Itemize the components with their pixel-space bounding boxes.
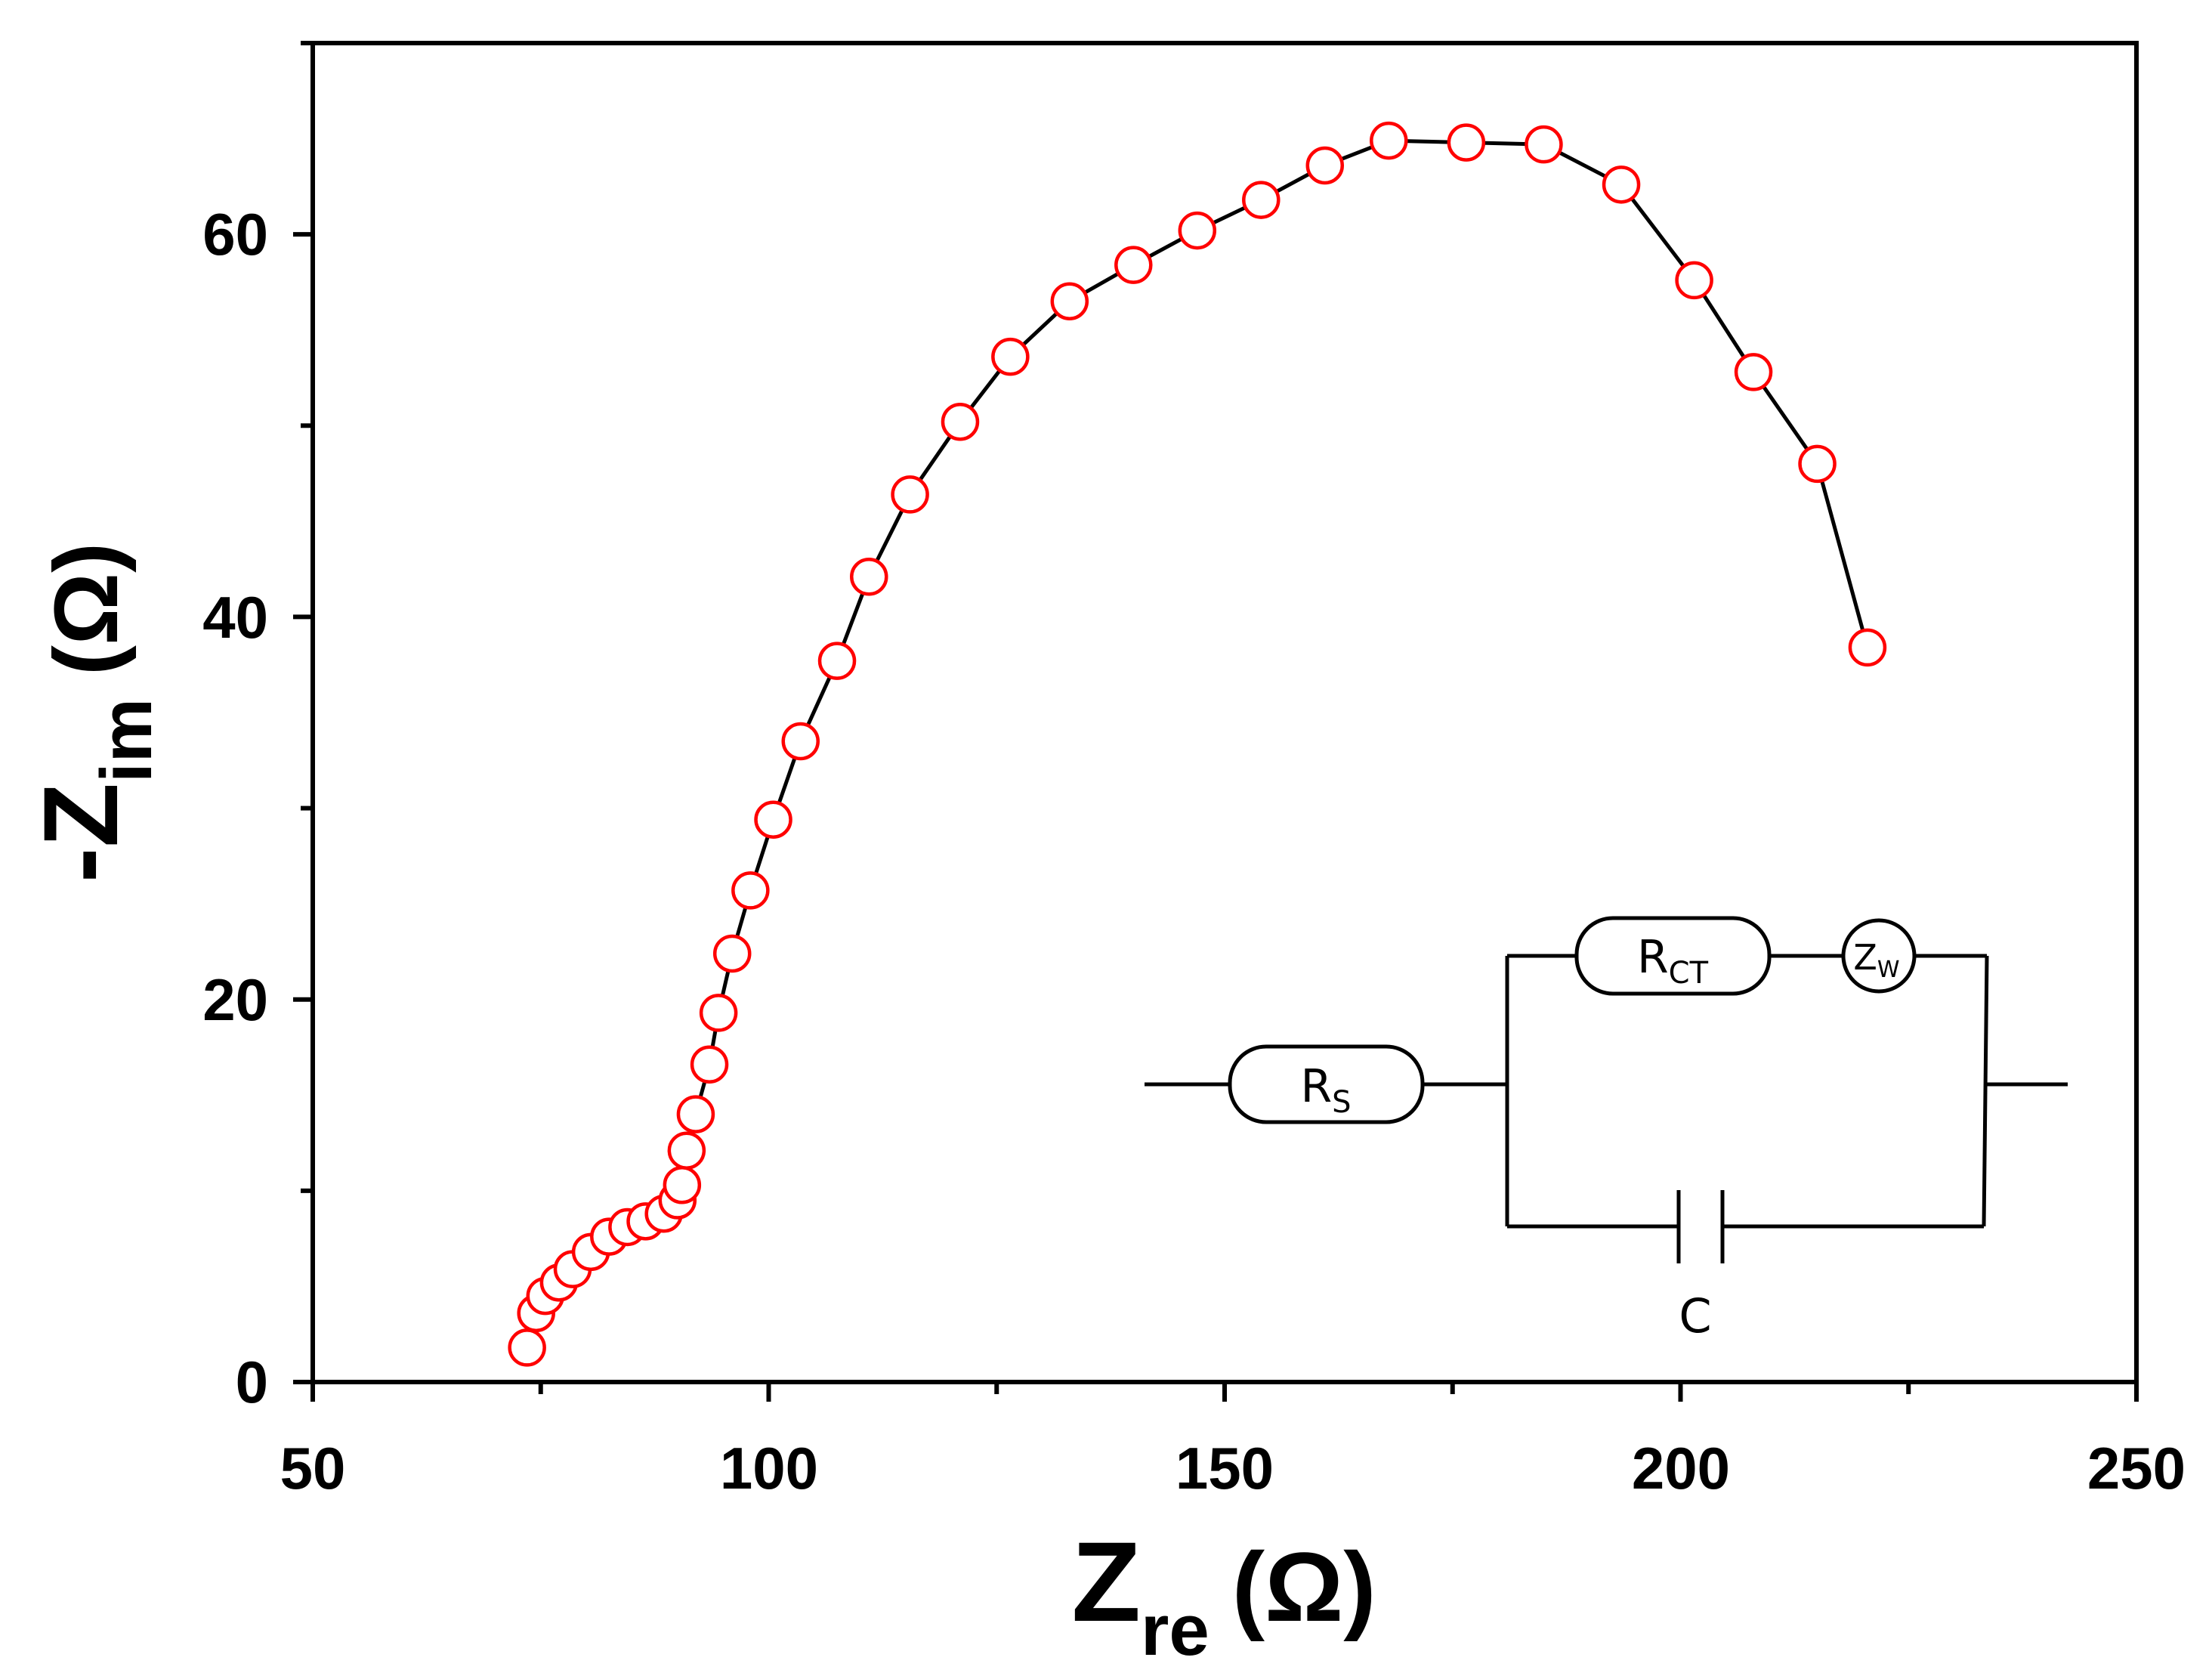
data-point xyxy=(1370,121,1408,160)
x-tick-label: 250 xyxy=(2087,1435,2186,1501)
rs-label-sub: S xyxy=(1332,1085,1351,1120)
rs-label: RS xyxy=(1300,1060,1351,1120)
data-point xyxy=(1848,628,1887,667)
rs-label-main: R xyxy=(1300,1060,1332,1113)
x-axis-title-main: Z xyxy=(1071,1518,1141,1645)
zw-label: ZW xyxy=(1853,937,1899,983)
equivalent-circuit-inset xyxy=(1145,916,2068,1263)
x-tick-label: 200 xyxy=(1632,1435,1730,1501)
data-point xyxy=(1525,125,1563,164)
data-point xyxy=(817,642,857,680)
x-axis-ticks xyxy=(310,1382,2139,1402)
y-axis-ticks xyxy=(293,41,313,1384)
y-tick-label: 0 xyxy=(236,1349,268,1415)
data-point xyxy=(754,800,792,840)
y-axis-tick-labels: 0 20 40 60 xyxy=(202,201,268,1415)
data-point xyxy=(1050,282,1089,320)
rct-label-main: R xyxy=(1637,931,1669,984)
data-point xyxy=(1675,261,1713,300)
x-tick-label: 100 xyxy=(720,1435,818,1501)
data-point xyxy=(699,994,738,1032)
rct-label-sub: CT xyxy=(1669,956,1709,991)
data-point xyxy=(712,934,752,973)
data-point xyxy=(667,1131,706,1170)
data-point xyxy=(781,722,820,761)
x-axis-tick-labels: 50 100 150 200 250 xyxy=(280,1435,2186,1501)
x-axis-title: Zre (Ω) xyxy=(1071,1518,1376,1671)
data-point xyxy=(991,337,1030,376)
y-axis-title-sub: im xyxy=(86,698,167,783)
data-point xyxy=(731,871,770,910)
data-point xyxy=(1734,353,1773,391)
data-point xyxy=(690,1045,729,1084)
data-point xyxy=(663,1166,702,1204)
x-axis-title-sub: re xyxy=(1141,1590,1209,1671)
data-point xyxy=(850,558,888,596)
y-axis-title-main: -Z xyxy=(21,783,140,883)
zw-label-sub: W xyxy=(1877,957,1900,983)
data-point xyxy=(676,1095,715,1133)
data-point xyxy=(1447,123,1486,162)
circuit-labels: RS RCT ZW C xyxy=(1300,931,1899,1344)
zw-label-main: Z xyxy=(1853,937,1877,978)
x-tick-label: 150 xyxy=(1176,1435,1274,1501)
plot-frame xyxy=(310,41,2139,1384)
c-label: C xyxy=(1679,1288,1711,1344)
data-point xyxy=(1242,181,1281,219)
data-point xyxy=(891,475,929,514)
series-marker-group xyxy=(508,121,1887,1367)
x-tick-label: 50 xyxy=(280,1435,346,1501)
y-tick-label: 20 xyxy=(202,966,268,1033)
y-tick-label: 40 xyxy=(202,584,268,651)
y-axis-title-unit: (Ω) xyxy=(36,543,137,676)
y-axis-title: -Zim (Ω) xyxy=(21,543,167,883)
data-point xyxy=(941,402,980,441)
data-point xyxy=(1602,165,1641,204)
data-point xyxy=(1114,246,1153,284)
data-point xyxy=(508,1328,546,1367)
rct-label: RCT xyxy=(1637,931,1709,991)
circuit-wire-branch-right xyxy=(1982,955,1989,1227)
data-point xyxy=(1305,146,1345,185)
y-tick-label: 60 xyxy=(202,201,268,267)
data-point xyxy=(1178,211,1217,250)
x-axis-title-unit: (Ω) xyxy=(1232,1532,1376,1642)
data-point xyxy=(1798,444,1837,484)
